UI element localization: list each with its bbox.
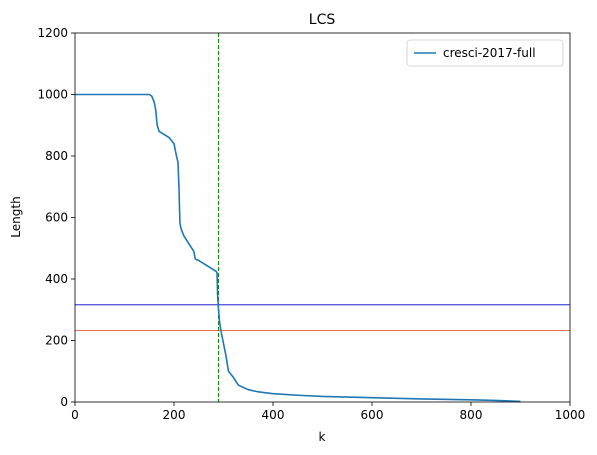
y-tick-label: 1000 xyxy=(37,88,68,102)
legend: cresci-2017-full xyxy=(406,39,564,67)
y-axis-label: Length xyxy=(9,196,23,237)
plot-area: 0 200 400 600 800 1000 0 200 400 600 800 1000 1200 cr… xyxy=(37,26,585,422)
series-line-0 xyxy=(75,93,521,403)
legend-box xyxy=(406,39,564,67)
x-tick-label: 600 xyxy=(361,408,384,422)
x-tick-label: 0 xyxy=(71,408,79,422)
legend-label: cresci-2017-full xyxy=(443,46,536,60)
y-tick-label: 1200 xyxy=(37,26,68,40)
y-tick-label: 0 xyxy=(60,395,68,409)
x-tick-label: 200 xyxy=(163,408,186,422)
chart-title: LCS xyxy=(309,12,336,28)
y-tick-label: 800 xyxy=(45,149,68,163)
x-axis-label: k xyxy=(319,430,326,444)
x-tick-label: 1000 xyxy=(555,408,586,422)
y-tick-label: 600 xyxy=(45,211,68,225)
x-tick-label: 800 xyxy=(460,408,483,422)
y-tick-label: 200 xyxy=(45,334,68,348)
y-tick-label: 400 xyxy=(45,272,68,286)
x-tick-label: 400 xyxy=(262,408,285,422)
